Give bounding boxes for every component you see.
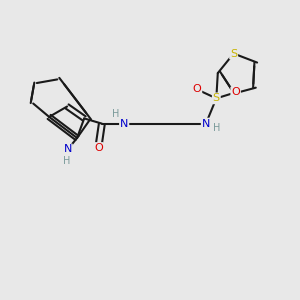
Text: N: N	[64, 144, 72, 154]
Text: N: N	[202, 118, 210, 129]
Text: O: O	[94, 143, 103, 153]
Text: N: N	[120, 118, 128, 129]
Text: S: S	[213, 93, 220, 103]
Text: H: H	[62, 156, 70, 166]
Text: O: O	[231, 87, 240, 98]
Text: H: H	[213, 123, 220, 133]
Text: H: H	[112, 109, 119, 119]
Text: O: O	[193, 84, 201, 94]
Text: S: S	[230, 49, 237, 58]
